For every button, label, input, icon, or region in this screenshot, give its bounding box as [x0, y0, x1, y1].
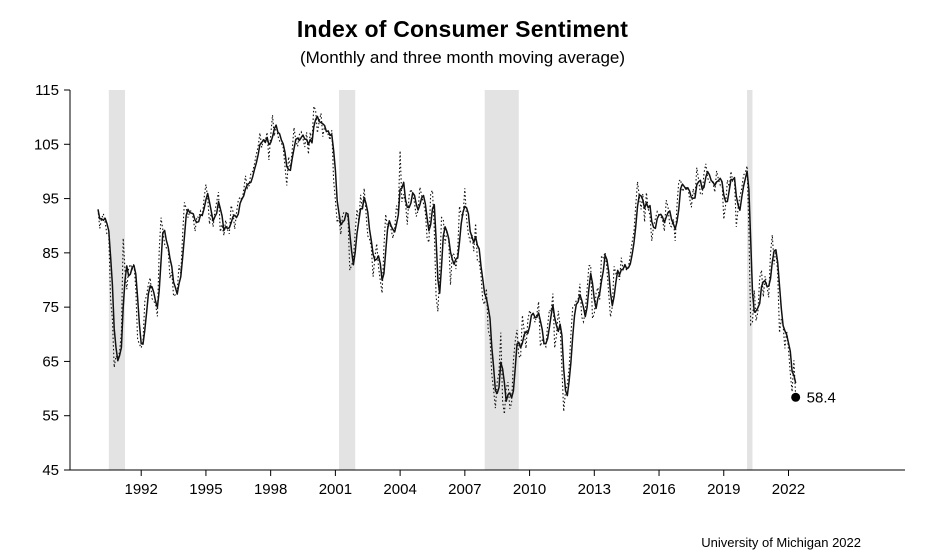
x-tick-label: 2010: [513, 481, 546, 498]
y-tick-label: 45: [42, 462, 59, 479]
y-tick-label: 65: [42, 353, 59, 370]
x-tick-label: 1992: [125, 481, 158, 498]
axes: [69, 90, 905, 471]
x-tick-label: 2013: [578, 481, 611, 498]
x-tick-label: 2019: [707, 481, 740, 498]
last-point-label: 58.4: [807, 389, 836, 406]
monthly-series-line: [97, 106, 797, 415]
x-tick-label: 2007: [448, 481, 481, 498]
moving-average-line: [97, 115, 797, 402]
y-tick-label: 55: [42, 408, 59, 425]
y-tick-label: 75: [42, 299, 59, 316]
y-tick-label: 85: [42, 245, 59, 262]
x-tick-label: 1995: [189, 481, 222, 498]
x-tick-label: 1998: [254, 481, 287, 498]
last-point-dot: [791, 392, 801, 402]
chart-subtitle: (Monthly and three month moving average): [299, 48, 626, 67]
x-tick-label: 2001: [319, 481, 352, 498]
x-tick-label: 2022: [772, 481, 805, 498]
y-tick-label: 95: [42, 191, 59, 208]
y-axis-ticks: 45 55 65 75 85 95 105 115: [34, 82, 70, 479]
x-axis-ticks: 1992 1995 1998 2001 2004 2007 2010 2013 2016 2019…: [125, 470, 805, 498]
x-tick-label: 2004: [383, 481, 416, 498]
x-tick-label: 2016: [642, 481, 675, 498]
y-tick-label: 115: [35, 82, 59, 99]
source-credit: University of Michigan 2022: [701, 535, 861, 550]
chart-title: Index of Consumer Sentiment: [296, 16, 629, 42]
recession-bands: [108, 90, 753, 470]
y-tick-label: 105: [34, 136, 59, 153]
